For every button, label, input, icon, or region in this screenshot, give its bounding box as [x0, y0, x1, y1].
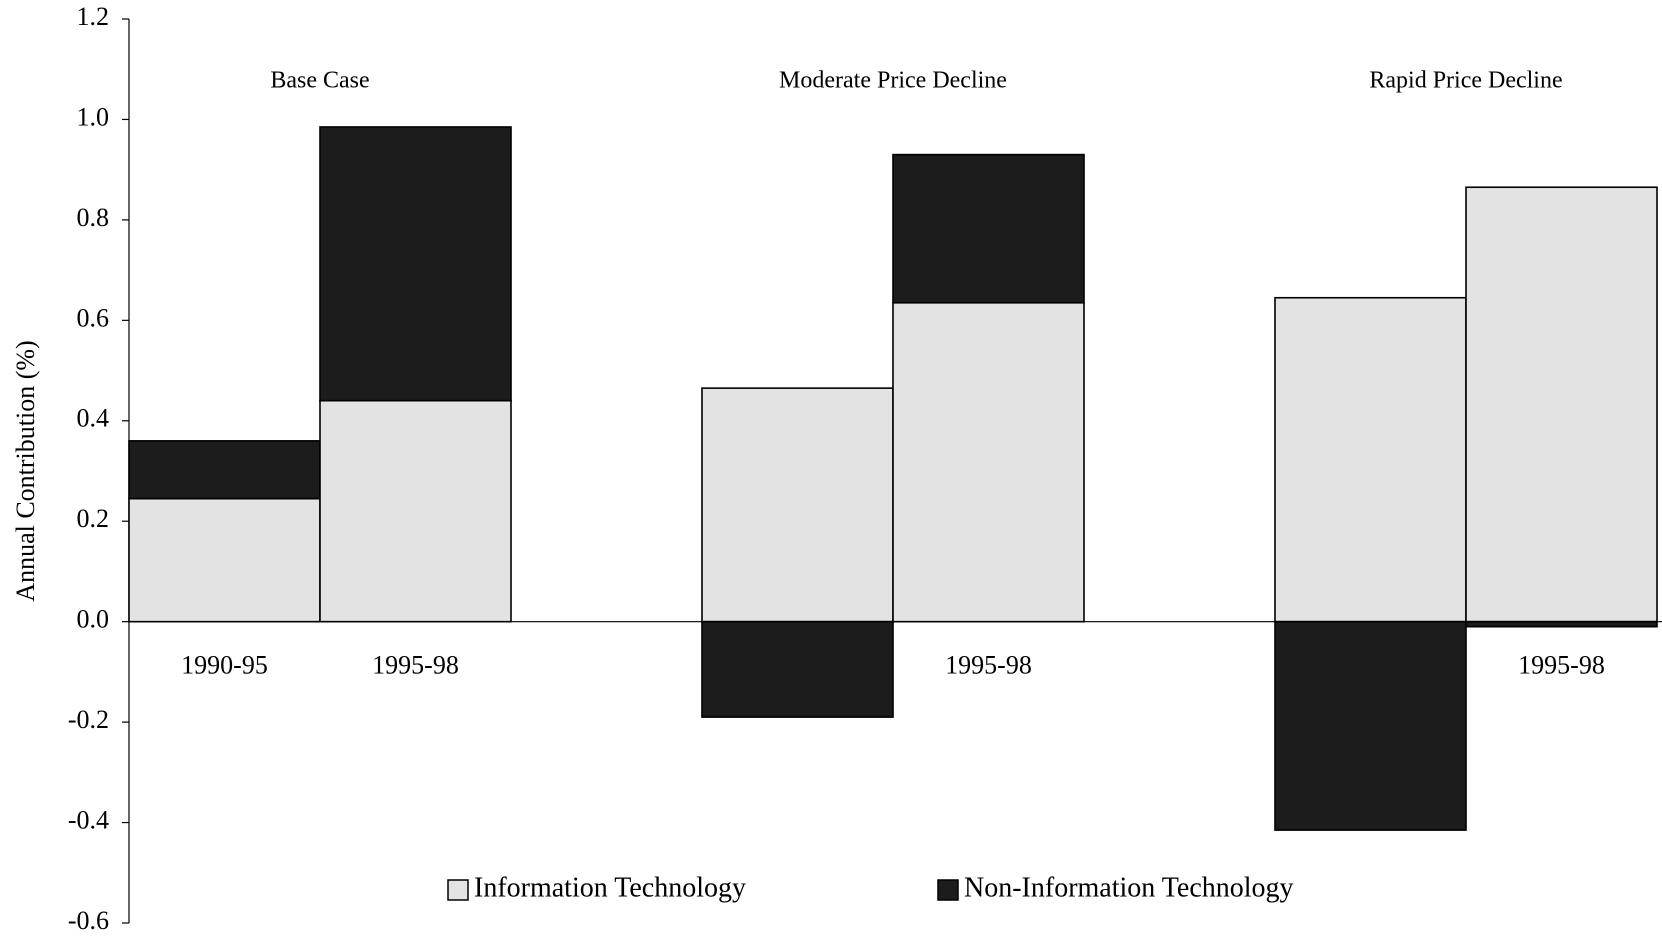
y-tick-label: 0.0: [77, 605, 110, 634]
bar-segment: [128, 440, 321, 500]
y-tick-label: 0.8: [77, 203, 110, 232]
y-tick-label: 0.6: [77, 303, 110, 332]
group-label: Moderate Price Decline: [779, 68, 1007, 94]
x-tick-label: 1995-98: [372, 651, 459, 680]
group-label: Rapid Price Decline: [1369, 68, 1562, 94]
bar-segment: [1465, 186, 1658, 623]
legend-label: Information Technology: [474, 872, 746, 903]
bar-segment: [1465, 620, 1658, 628]
y-axis-title: Annual Contribution (%): [11, 340, 40, 601]
bar-segment: [1274, 620, 1467, 831]
bar-segment: [892, 301, 1085, 623]
bar-segment: [1274, 296, 1467, 623]
bar-segment: [319, 399, 512, 623]
group-label: Base Case: [270, 68, 369, 94]
bar-segment: [892, 153, 1085, 304]
y-tick-label: -0.4: [68, 806, 109, 835]
y-tick-label: 0.2: [77, 504, 110, 533]
legend-swatch: [937, 879, 959, 901]
y-tick-label: 0.4: [77, 404, 110, 433]
bar-segment: [701, 620, 894, 718]
x-tick-label: 1995-98: [945, 651, 1032, 680]
y-tick-label: 1.2: [77, 2, 110, 31]
bar-segment: [701, 387, 894, 623]
y-tick-label: -0.6: [68, 906, 109, 935]
y-tick-label: 1.0: [77, 102, 110, 131]
legend-swatch: [447, 879, 469, 901]
bar-segment: [128, 497, 321, 623]
x-tick-label: 1990-95: [181, 651, 268, 680]
x-tick-label: 1995-98: [1518, 651, 1605, 680]
bar-segment: [319, 126, 512, 402]
y-tick-label: -0.2: [68, 705, 109, 734]
legend-label: Non-Information Technology: [964, 872, 1294, 903]
